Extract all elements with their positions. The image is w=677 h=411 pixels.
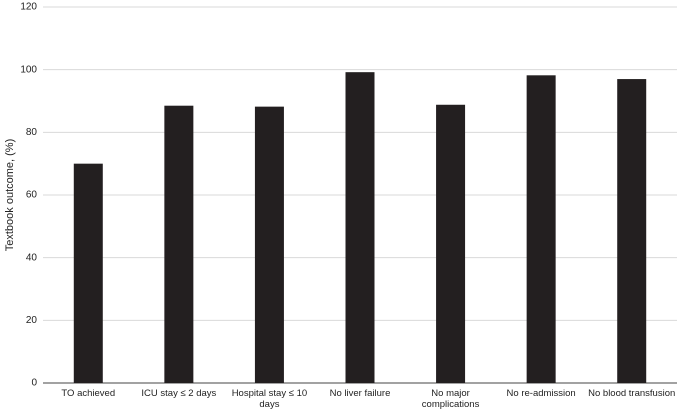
bar — [345, 72, 375, 383]
x-tick-label-box: ICU stay ≤ 2 days — [141, 388, 217, 399]
bar — [254, 106, 284, 383]
y-tick-label: 80 — [26, 127, 38, 138]
y-tick-label: 100 — [20, 64, 37, 75]
x-tick-label: ICU stay ≤ 2 days — [141, 388, 217, 399]
y-tick-label: 40 — [26, 252, 38, 263]
bar — [617, 79, 647, 384]
y-tick-label: 120 — [20, 2, 37, 13]
y-axis-label: Textbook outcome, (%) — [4, 139, 16, 252]
x-tick-label-box: No blood transfusion — [588, 388, 676, 399]
y-tick-label: 0 — [31, 378, 37, 389]
x-tick-label-box: No major complications — [421, 388, 480, 410]
bar — [436, 104, 466, 383]
x-tick-label-box: TO achieved — [61, 388, 116, 399]
x-tick-label: Hospital stay ≤ 10 days — [231, 388, 308, 410]
x-tick-label-box: Hospital stay ≤ 10 days — [231, 388, 308, 410]
x-tick-label: No re-admission — [506, 388, 576, 399]
x-tick-label: TO achieved — [61, 388, 116, 399]
x-tick-label: No liver failure — [329, 388, 391, 399]
x-tick-label-box: No re-admission — [506, 388, 576, 399]
x-tick-label: No blood transfusion — [588, 388, 676, 399]
bar — [164, 105, 194, 383]
bar — [73, 163, 103, 383]
bar — [526, 75, 556, 383]
x-tick-label-box: No liver failure — [329, 388, 391, 399]
y-tick-label: 60 — [26, 190, 38, 201]
x-tick-label: No major complications — [421, 388, 480, 410]
y-tick-label: 20 — [26, 315, 38, 326]
